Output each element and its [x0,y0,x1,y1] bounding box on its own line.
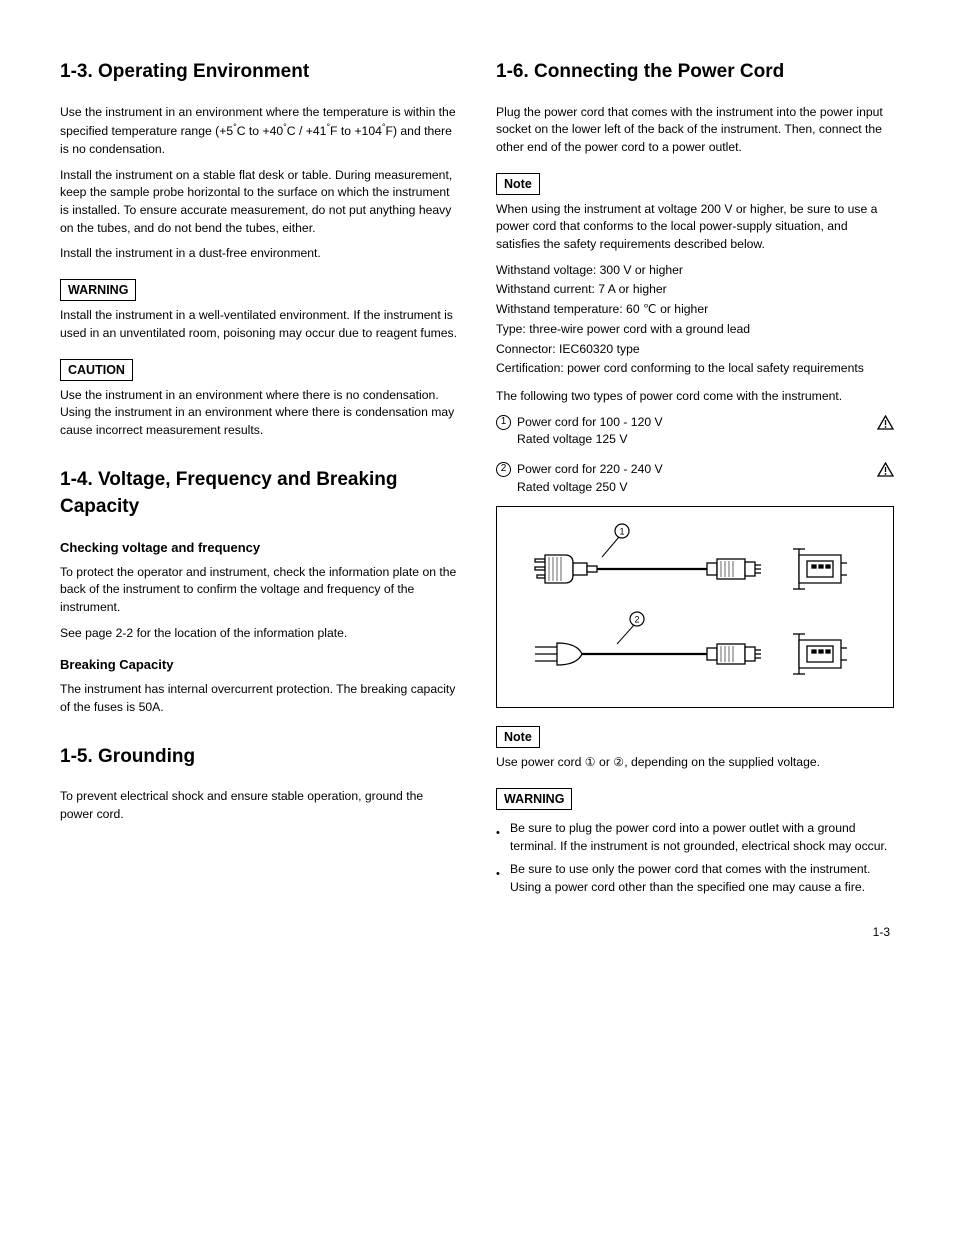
note1-line4: Type: three-wire power cord with a groun… [496,321,894,339]
cord-diagram-svg: 1 [507,519,867,689]
caution-label: CAUTION [60,359,133,381]
note-label-1: Note [496,173,540,195]
warning-label: WARNING [60,279,136,301]
bullet-dot-icon [496,820,502,855]
left-column: 1-3. Operating Environment Use the instr… [60,58,458,903]
voltage-paragraph-1: To protect the operator and instrument, … [60,564,458,617]
note1-line1: Withstand voltage: 300 V or higher [496,262,894,280]
note-label-2: Note [496,726,540,748]
env-para1-mid: / [296,124,306,138]
warning-paragraph: Install the instrument in a well-ventila… [60,307,458,342]
section-title-voltage: 1-4. Voltage, Frequency and Breaking Cap… [60,466,458,521]
warning-bullet-2: Be sure to use only the power cord that … [496,861,894,896]
section-title-grounding: 1-5. Grounding [60,743,458,771]
section-title-powercord: 1-6. Connecting the Power Cord [496,58,894,86]
bullet-dot-icon-2 [496,861,502,896]
cord-type-2-row: 2 Power cord for 220 - 240 V Rated volta… [496,461,894,496]
note1-text: When using the instrument at voltage 200… [496,201,894,254]
page-number: 1-3 [60,925,894,939]
warning-bullet-list: Be sure to plug the power cord into a po… [496,820,894,897]
svg-text:1: 1 [619,527,624,537]
manual-page: 1-3. Operating Environment Use the instr… [0,0,954,979]
cord-type-1-text: Power cord for 100 - 120 V Rated voltage… [517,414,871,449]
env-temp-c-high: +40 [262,124,283,138]
cord1-label: Power cord for 100 - 120 V [517,415,663,429]
svg-text:2: 2 [634,615,639,625]
warn-b1-text: Be sure to plug the power cord into a po… [510,820,894,855]
cord1-rated: Rated voltage 125 V [517,432,627,446]
power-cord-diagram: 1 [496,506,894,708]
cord-paragraph-2: The following two types of power cord co… [496,388,894,406]
right-column: 1-6. Connecting the Power Cord Plug the … [496,58,894,903]
breaking-subtitle: Breaking Capacity [60,656,458,675]
warn-b2-text: Be sure to use only the power cord that … [510,861,894,896]
env-temp-f-high: +104 [354,124,381,138]
grounding-paragraph: To prevent electrical shock and ensure s… [60,788,458,823]
env-paragraph-1: Use the instrument in an environment whe… [60,104,458,159]
cord2-label: Power cord for 220 - 240 V [517,462,663,476]
warning-triangle-icon-2 [877,462,894,483]
env-paragraph-2: Install the instrument on a stable flat … [60,167,458,238]
section-title-environment: 1-3. Operating Environment [60,58,458,86]
note1-line6: Certification: power cord conforming to … [496,360,894,378]
env-temp-c-low: +5 [219,124,233,138]
note1-line2: Withstand current: 7 A or higher [496,281,894,299]
env-deg-c-2: C [287,124,296,138]
cord2-rated: Rated voltage 250 V [517,480,627,494]
circled-two-icon: 2 [496,462,511,477]
warning-triangle-icon [877,415,894,436]
two-column-layout: 1-3. Operating Environment Use the instr… [60,58,894,903]
voltage-paragraph-2: See page 2-2 for the location of the inf… [60,625,458,643]
env-temp-sep-1: to [246,124,263,138]
env-deg-c-1: C [237,124,246,138]
note1-line5: Connector: IEC60320 type [496,341,894,359]
caution-paragraph: Use the instrument in an environment whe… [60,387,458,440]
note1-line3: Withstand temperature: 60 ℃ or higher [496,301,894,319]
voltage-subtitle: Checking voltage and frequency [60,539,458,558]
circled-one-icon: 1 [496,415,511,430]
cord-paragraph-1: Plug the power cord that comes with the … [496,104,894,157]
breaking-paragraph: The instrument has internal overcurrent … [60,681,458,716]
env-paragraph-3: Install the instrument in a dust-free en… [60,245,458,263]
env-deg-f-2: F [386,124,393,138]
note2-text: Use power cord ① or ②, depending on the … [496,754,894,772]
env-temp-f-low: +41 [306,124,327,138]
warning-label-2: WARNING [496,788,572,810]
env-deg-f-1: F [330,124,337,138]
env-temp-sep-2: to [338,124,355,138]
warning-bullet-1: Be sure to plug the power cord into a po… [496,820,894,855]
cord-type-1-row: 1 Power cord for 100 - 120 V Rated volta… [496,414,894,449]
cord-type-2-text: Power cord for 220 - 240 V Rated voltage… [517,461,871,496]
